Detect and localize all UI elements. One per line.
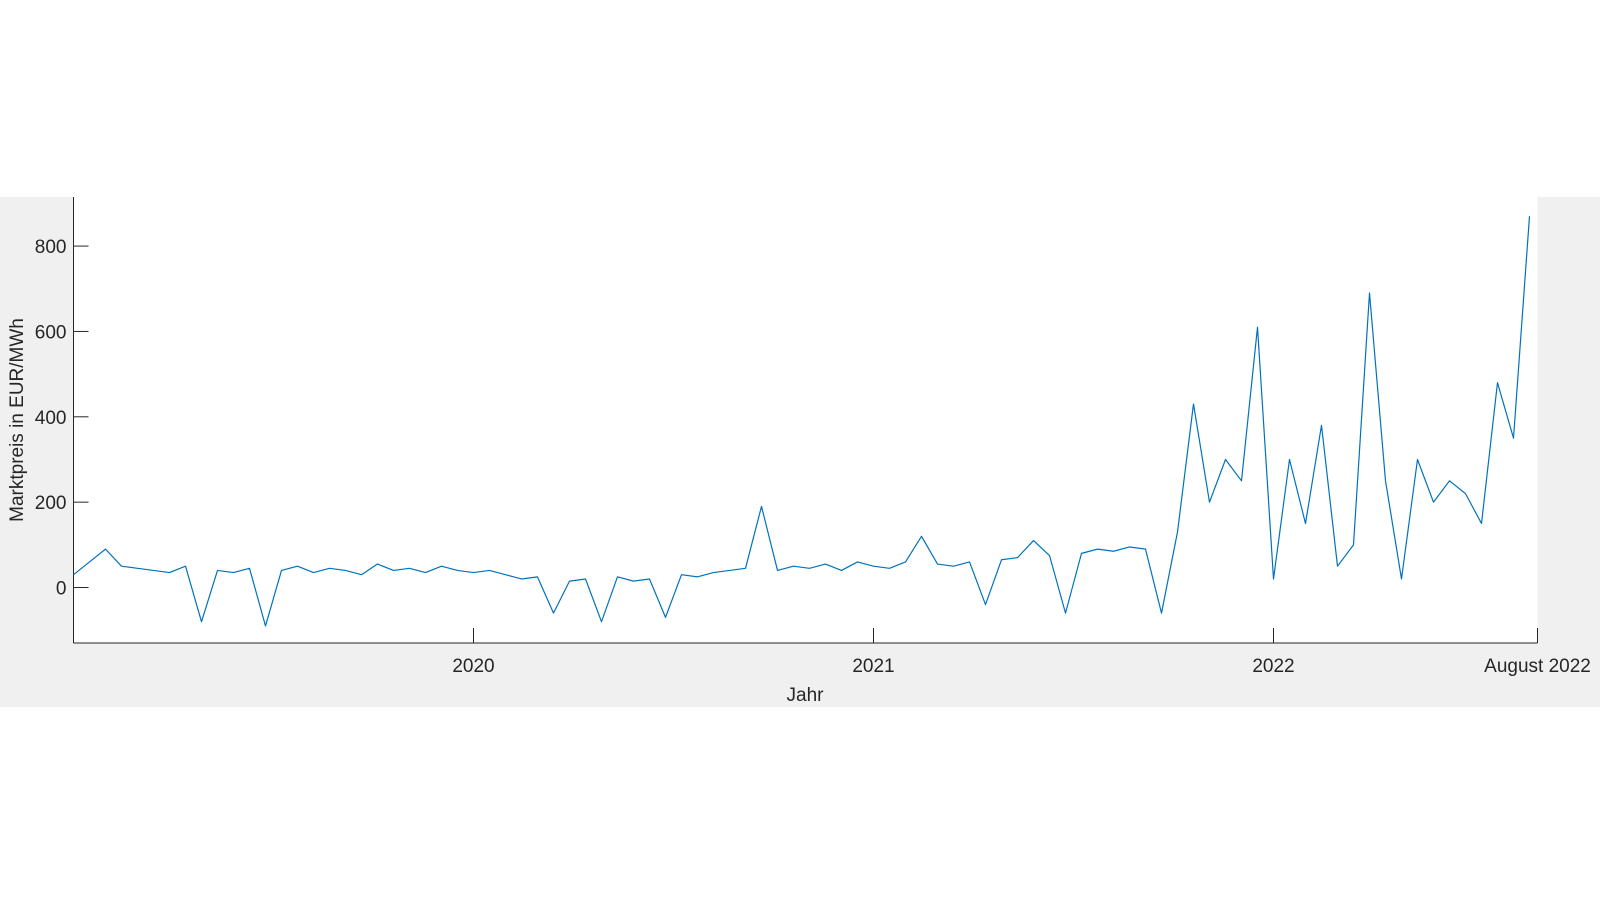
x-tick-label: 2021 — [852, 656, 894, 677]
y-tick-label: 800 — [35, 237, 67, 258]
x-tick-label: 2022 — [1252, 656, 1294, 677]
x-axis-label: Jahr — [787, 685, 825, 706]
x-tick-label: August 2022 — [1484, 656, 1591, 677]
y-tick-label: 200 — [35, 493, 67, 514]
y-axis-label: Marktpreis in EUR/MWh — [7, 318, 28, 522]
y-tick-label: 600 — [35, 322, 67, 343]
plot-area — [73, 197, 1538, 643]
y-tick-label: 0 — [56, 579, 67, 600]
y-tick-label: 400 — [35, 408, 67, 429]
price-line — [73, 216, 1531, 627]
x-tick-label: 2020 — [452, 656, 494, 677]
